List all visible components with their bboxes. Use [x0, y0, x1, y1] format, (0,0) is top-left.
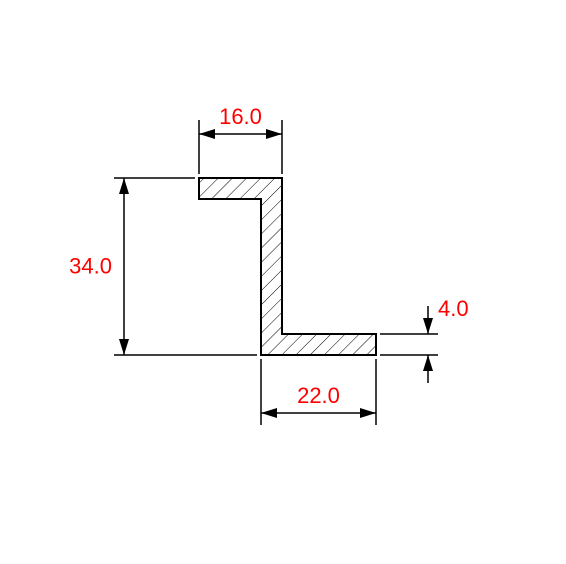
- dim-top-label: 16.0: [219, 104, 262, 129]
- dimension-bottom-flange: 22.0: [261, 359, 376, 425]
- dimension-top-flange: 16.0: [199, 104, 282, 174]
- dim-thickness-label: 4.0: [438, 296, 469, 321]
- dimension-height: 34.0: [69, 178, 257, 355]
- z-profile-section: [199, 178, 376, 355]
- dim-bottom-label: 22.0: [297, 383, 340, 408]
- dim-height-label: 34.0: [69, 254, 112, 279]
- dimension-thickness: 4.0: [380, 296, 469, 383]
- z-profile-drawing: 16.0 34.0 22.0 4.0: [0, 0, 566, 564]
